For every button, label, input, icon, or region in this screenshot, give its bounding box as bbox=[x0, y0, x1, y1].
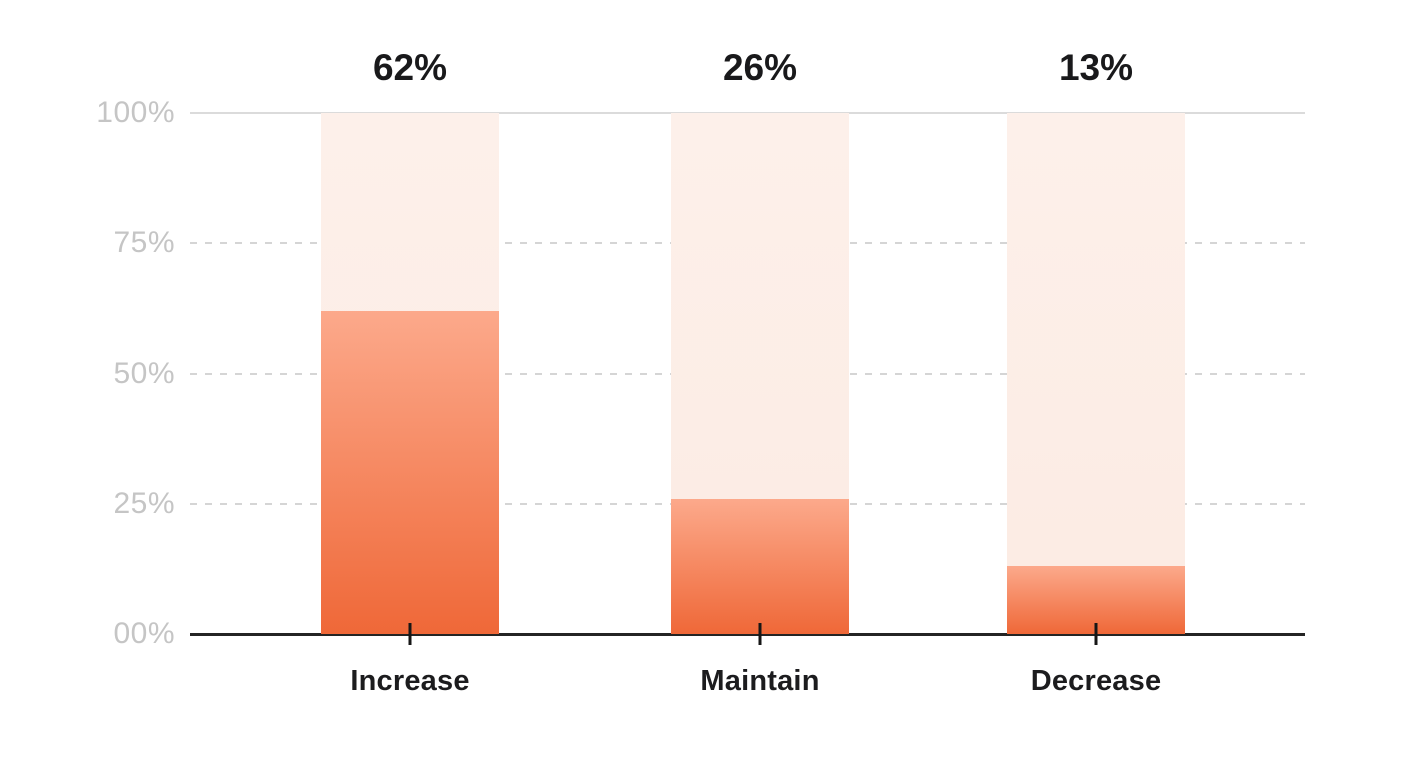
y-tick-label-100: 100% bbox=[96, 96, 175, 129]
x-axis-line bbox=[190, 633, 1305, 636]
category-label-maintain: Maintain bbox=[700, 665, 820, 697]
bar-group-maintain: 26% Maintain bbox=[671, 47, 849, 697]
x-axis-tick bbox=[408, 623, 412, 645]
x-axis-tick bbox=[1094, 623, 1098, 645]
category-label-decrease: Decrease bbox=[1030, 665, 1162, 697]
bar-track bbox=[1007, 113, 1185, 634]
bar-fill bbox=[671, 498, 849, 634]
bar-track bbox=[321, 113, 499, 634]
bar-fill bbox=[321, 310, 499, 634]
bar-track bbox=[671, 113, 849, 634]
y-tick-label-75: 75% bbox=[113, 226, 175, 260]
plot-area: 100% 75% 50% 25% 00% 62% Increase 26% Ma… bbox=[96, 47, 1305, 697]
bar-group-increase: 62% Increase bbox=[321, 47, 499, 697]
y-tick-label-0: 00% bbox=[113, 617, 175, 650]
bar-value-label: 13% bbox=[1058, 47, 1134, 88]
bar-group-decrease: 13% Decrease bbox=[1007, 47, 1185, 697]
y-tick-label-25: 25% bbox=[113, 486, 175, 520]
y-tick-label-50: 50% bbox=[113, 356, 175, 390]
bar-value-label: 26% bbox=[722, 47, 798, 88]
x-axis-tick bbox=[758, 623, 762, 645]
bar-fill bbox=[1007, 566, 1185, 634]
category-label-increase: Increase bbox=[350, 665, 470, 697]
bar-value-label: 62% bbox=[372, 47, 448, 88]
